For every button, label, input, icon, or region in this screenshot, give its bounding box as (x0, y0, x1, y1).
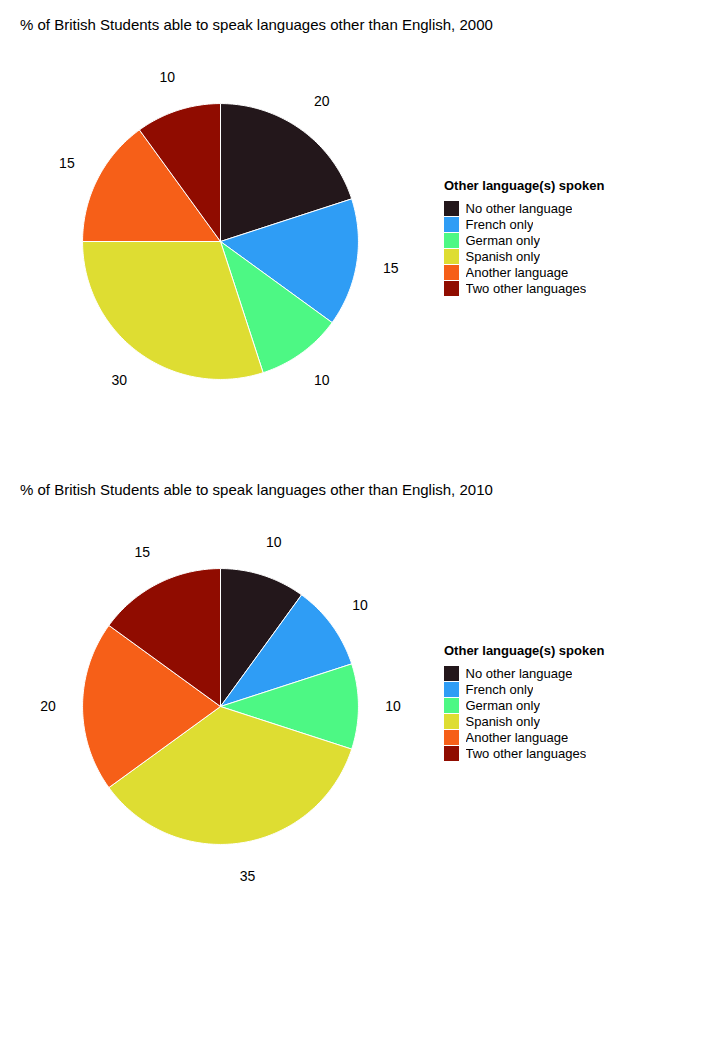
svg-text:15: 15 (134, 544, 150, 560)
html-text:German only: German only (465, 698, 540, 714)
svg-text:15: 15 (59, 155, 75, 171)
svg-text:15: 15 (383, 260, 399, 276)
svg-text:10: 10 (314, 372, 330, 388)
svg-text:35: 35 (240, 868, 256, 884)
html-text:Two other languages: Two other languages (465, 281, 587, 297)
svg-text:20: 20 (40, 698, 56, 714)
html-text:German only: German only (465, 233, 540, 249)
html-text:% of British Students able to: % of British Students able to speak lang… (20, 16, 493, 33)
html-text:Spanish only: Spanish only (465, 249, 540, 265)
html-text:French only: French only (465, 217, 534, 233)
html-text:Another language: Another language (465, 730, 569, 746)
svg-text:30: 30 (111, 372, 127, 388)
svg-text:20: 20 (314, 93, 330, 109)
html-text:No other language: No other language (465, 201, 573, 217)
html-text:Two other languages: Two other languages (465, 746, 587, 762)
html-text:Other language(s) spoken: Other language(s) spoken (444, 178, 605, 194)
svg-text:10: 10 (352, 597, 368, 613)
html-text:French only: French only (465, 682, 534, 698)
html-text:No other language: No other language (465, 666, 573, 682)
html-text:Another language: Another language (465, 265, 569, 281)
svg-text:10: 10 (159, 69, 175, 85)
html-text:Other language(s) spoken: Other language(s) spoken (444, 643, 605, 659)
svg-text:10: 10 (385, 698, 401, 714)
html-text:Spanish only: Spanish only (465, 714, 540, 730)
html-text:% of British Students able to: % of British Students able to speak lang… (20, 481, 493, 498)
svg-text:10: 10 (266, 534, 282, 550)
